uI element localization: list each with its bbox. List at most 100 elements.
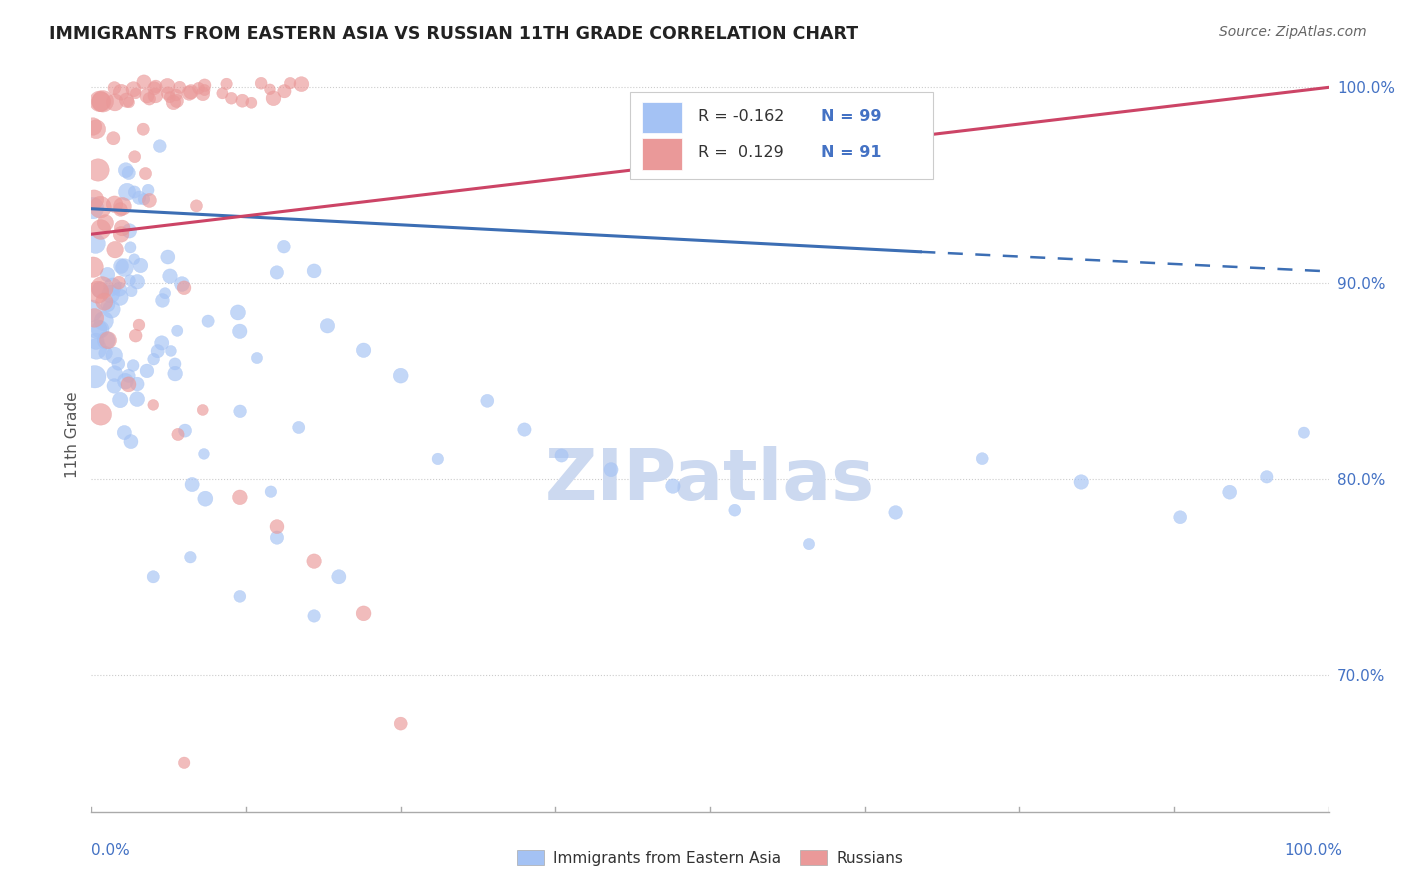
- Point: [118, 166, 141, 180]
- Point: [108, 392, 131, 407]
- Point: [104, 243, 127, 257]
- Point: [231, 94, 253, 108]
- Point: [122, 82, 145, 96]
- Point: [132, 192, 155, 206]
- Point: [152, 293, 174, 308]
- Text: R =  0.129: R = 0.129: [697, 145, 783, 161]
- Point: [162, 95, 184, 110]
- Point: [120, 240, 142, 254]
- Point: [142, 352, 165, 367]
- Point: [179, 550, 201, 565]
- Text: N = 99: N = 99: [821, 110, 882, 124]
- Point: [80, 303, 103, 318]
- Point: [1256, 470, 1278, 484]
- Point: [389, 716, 412, 731]
- Point: [173, 756, 195, 770]
- Text: 0.0%: 0.0%: [91, 843, 131, 858]
- Point: [96, 333, 118, 347]
- Point: [136, 89, 159, 103]
- Text: 100.0%: 100.0%: [1285, 843, 1343, 858]
- Point: [84, 342, 107, 356]
- Point: [110, 259, 132, 273]
- Point: [156, 78, 179, 93]
- Point: [103, 379, 125, 393]
- Point: [127, 275, 149, 289]
- Point: [884, 505, 907, 519]
- Point: [186, 199, 208, 213]
- Point: [118, 95, 141, 110]
- Point: [112, 425, 135, 440]
- Point: [221, 91, 243, 105]
- Point: [266, 531, 288, 545]
- Point: [160, 343, 183, 358]
- Point: [117, 377, 139, 392]
- Point: [167, 427, 190, 442]
- Point: [159, 90, 181, 104]
- Point: [82, 120, 104, 134]
- Y-axis label: 11th Grade: 11th Grade: [65, 392, 80, 478]
- Point: [1070, 475, 1092, 489]
- Point: [87, 163, 110, 178]
- Point: [145, 79, 167, 94]
- Point: [302, 264, 325, 278]
- Point: [165, 88, 187, 103]
- Point: [114, 260, 136, 275]
- Point: [797, 537, 820, 551]
- Point: [110, 85, 132, 99]
- Point: [83, 310, 105, 325]
- Point: [263, 91, 285, 105]
- Point: [89, 322, 111, 336]
- Point: [115, 185, 138, 199]
- Point: [134, 167, 156, 181]
- Point: [260, 484, 283, 499]
- Point: [121, 284, 143, 298]
- Point: [194, 491, 217, 506]
- Point: [97, 268, 120, 282]
- Point: [191, 403, 214, 417]
- Point: [122, 252, 145, 267]
- Point: [87, 285, 110, 300]
- Point: [163, 357, 186, 371]
- Point: [104, 95, 127, 110]
- Point: [136, 364, 159, 378]
- Point: [266, 265, 288, 279]
- Point: [328, 570, 350, 584]
- Point: [273, 84, 295, 98]
- Point: [84, 334, 107, 349]
- Text: R = -0.162: R = -0.162: [697, 110, 785, 124]
- Point: [91, 281, 114, 295]
- Point: [426, 451, 449, 466]
- Point: [90, 222, 112, 236]
- Point: [84, 122, 107, 136]
- Point: [124, 185, 146, 199]
- Point: [143, 81, 166, 95]
- Point: [389, 368, 412, 383]
- Point: [250, 76, 273, 90]
- Point: [240, 95, 263, 110]
- Point: [159, 269, 181, 284]
- Point: [149, 139, 172, 153]
- Point: [273, 240, 295, 254]
- Point: [513, 423, 536, 437]
- Point: [103, 81, 125, 95]
- Point: [108, 282, 131, 296]
- Point: [90, 408, 112, 422]
- Point: [229, 590, 252, 604]
- Point: [100, 302, 122, 317]
- Point: [108, 276, 131, 290]
- Point: [128, 318, 150, 332]
- Point: [110, 227, 132, 242]
- Point: [138, 194, 160, 208]
- Point: [150, 335, 173, 350]
- Point: [90, 95, 112, 109]
- Point: [114, 163, 136, 178]
- Point: [97, 298, 120, 312]
- Point: [132, 122, 155, 136]
- Point: [194, 78, 217, 93]
- Point: [111, 199, 134, 213]
- Point: [132, 75, 155, 89]
- Point: [165, 367, 187, 381]
- Point: [82, 260, 104, 275]
- Point: [353, 343, 375, 358]
- Point: [103, 197, 125, 211]
